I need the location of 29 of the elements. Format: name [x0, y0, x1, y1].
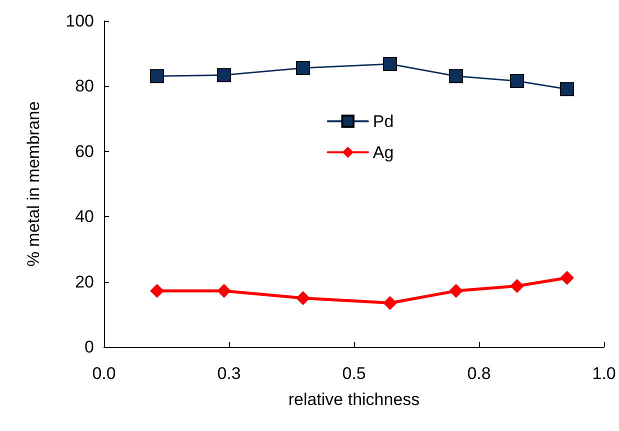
x-tick-label: 1.0	[592, 364, 616, 383]
x-tick-label: 0.8	[467, 364, 491, 383]
point	[383, 57, 397, 72]
point	[383, 296, 397, 310]
y-tick-label: 100	[66, 12, 94, 30]
point	[510, 279, 524, 294]
point	[217, 68, 231, 82]
point	[449, 69, 463, 84]
y-tick-label: 20	[75, 272, 94, 292]
y-tick-label: 40	[75, 207, 94, 226]
y-tick-label: 60	[75, 142, 94, 161]
point	[510, 74, 524, 88]
x-axis-title: relative thichness	[288, 390, 420, 409]
point	[150, 69, 164, 84]
legend-label: Ag	[372, 142, 394, 162]
y-tick-label: 80	[75, 76, 94, 96]
point	[217, 284, 231, 298]
x-tick-label: 0.3	[217, 364, 241, 383]
point	[296, 60, 310, 75]
x-tick-label: 0.5	[342, 364, 366, 383]
legend-label: Pd	[372, 112, 394, 131]
point	[296, 291, 310, 306]
point	[560, 82, 574, 96]
y-axis-title: % metal in membrane	[24, 101, 43, 267]
point	[449, 284, 463, 298]
x-tick-label: 0.0	[92, 364, 116, 383]
point	[560, 270, 574, 285]
point	[150, 284, 164, 298]
y-tick-label: 0	[84, 338, 94, 356]
